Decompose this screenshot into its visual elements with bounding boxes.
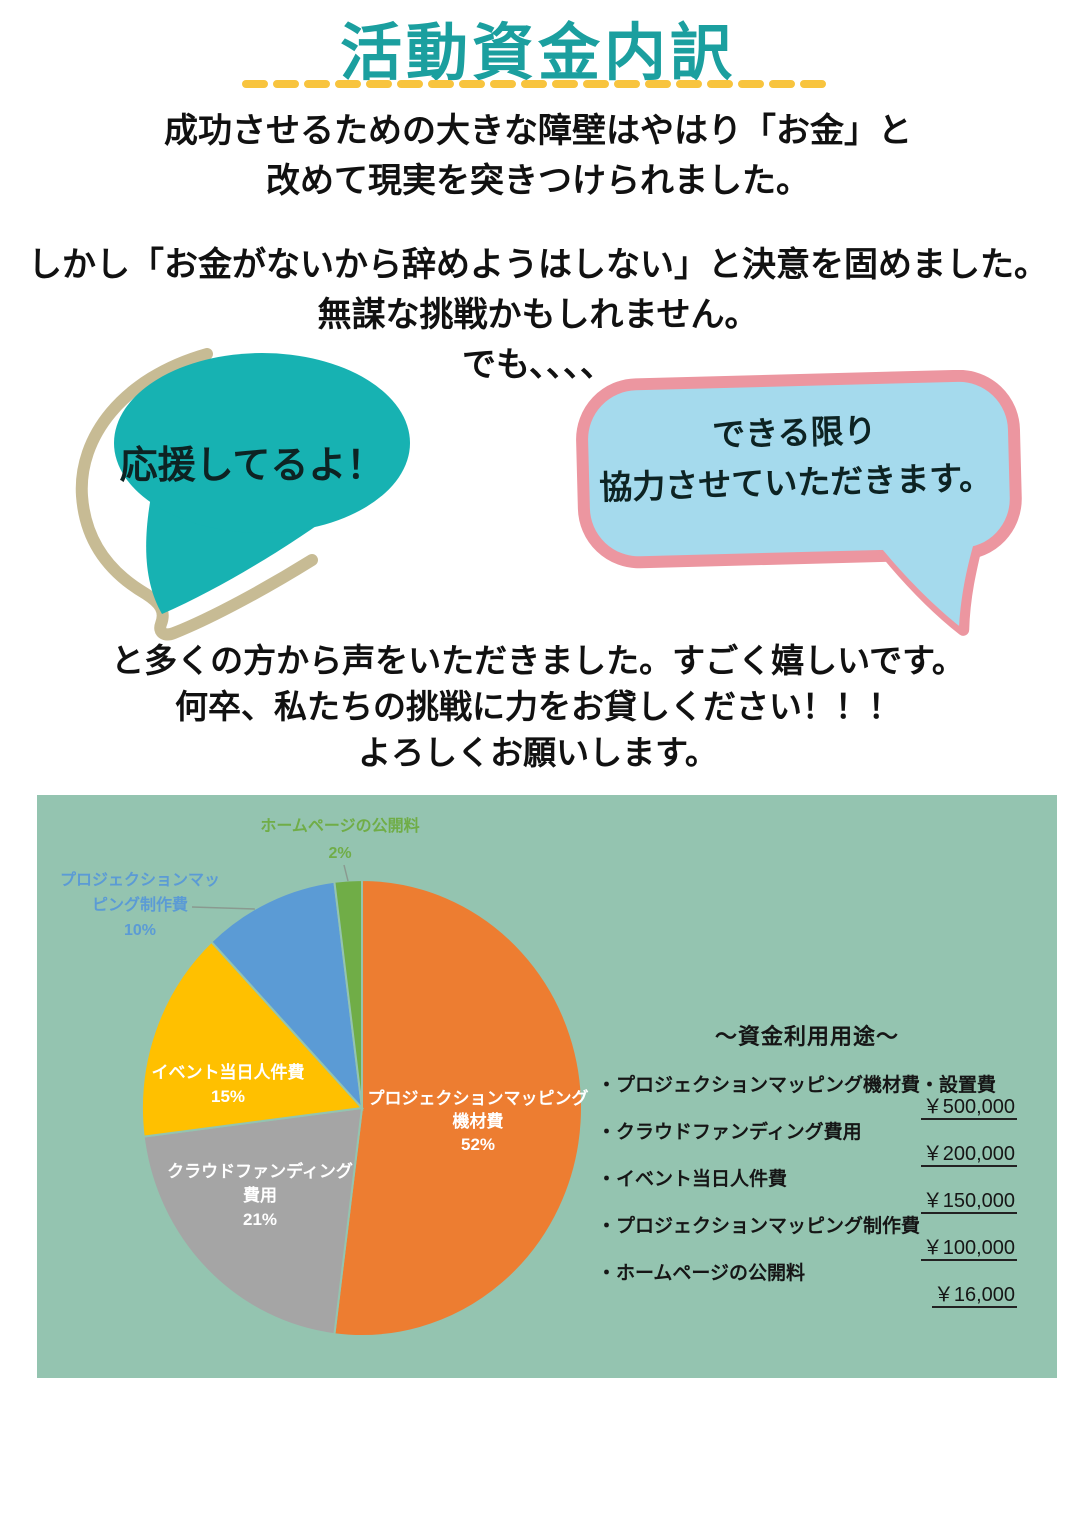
pie-chart-svg: [141, 864, 583, 1337]
legend-item-amount: ￥16,000: [931, 1284, 1017, 1308]
pie-slices: [141, 878, 583, 1337]
paragraph-intro-line1: 成功させるための大きな障壁はやはり「お金」と: [164, 112, 912, 150]
legend-item: ・イベント当日人件費 ￥150,000: [597, 1169, 1017, 1214]
paragraph-resolve-line1: しかし「お金がないから辞めようはしない」と決意を固めました。: [28, 246, 1048, 284]
page-title: 活動資金内訳: [339, 19, 736, 88]
paragraph-thanks-line2: 何卒、私たちの挑戦に力をお貸しください！！！: [175, 688, 901, 725]
paragraph-intro-line2: 改めて現実を突きつけられました。: [266, 162, 810, 200]
legend-header: ～資金利用用途～: [714, 1024, 899, 1049]
legend-item-label: ・プロジェクションマッピング制作費: [597, 1216, 921, 1237]
paragraph-resolve: しかし「お金がないから辞めようはしない」と決意を固めました。 無謀な挑戦かもしれ…: [0, 240, 1076, 390]
pie-label-homepage: ホームページの公開料 2%: [260, 818, 420, 862]
speech-bubble-left: [75, 348, 410, 641]
legend-item-label: ・クラウドファンディング費用: [597, 1122, 862, 1143]
fund-breakdown-chart-panel: プロジェクションマッピング 機材費 52% クラウドファンディング 費用 21%…: [37, 795, 1057, 1378]
legend-item-label: ・プロジェクションマッピング機材費・設置費: [597, 1075, 997, 1096]
legend-item: ・プロジェクションマッピング制作費 ￥100,000: [597, 1216, 1017, 1261]
paragraph-thanks: と多くの方から声をいただきました。すごく嬉しいです。 何卒、私たちの挑戦に力をお…: [0, 638, 1076, 776]
speech-bubble-left-outline: [75, 348, 318, 641]
speech-bubble-left-text: 応援してるよ！: [119, 445, 385, 487]
pie-slice: [142, 1106, 364, 1336]
pie-slice: [210, 880, 364, 1112]
paragraph-resolve-line2: 無謀な挑戦かもしれません。: [317, 296, 759, 334]
legend-item-amount: ￥200,000: [920, 1143, 1017, 1167]
fund-usage-legend: ～資金利用用途～ ・プロジェクションマッピング機材費・設置費 ￥500,000 …: [597, 1019, 1017, 1310]
legend-item-label: ・イベント当日人件費: [597, 1169, 788, 1190]
paragraph-intro: 成功させるための大きな障壁はやはり「お金」と 改めて現実を突きつけられました。: [0, 106, 1076, 206]
legend-item-amount: ￥500,000: [920, 1096, 1017, 1120]
pie-slice: [141, 940, 365, 1138]
pie-label-crowdfunding: クラウドファンディング 費用 21%: [167, 1162, 353, 1229]
legend-item-amount: ￥100,000: [920, 1237, 1017, 1261]
leader-line-green: [343, 864, 349, 882]
legend-item-amount: ￥150,000: [920, 1190, 1017, 1214]
paragraph-thanks-line1: と多くの方から声をいただきました。すごく嬉しいです。: [111, 642, 965, 679]
speech-bubble-right-text: できる限り 協力させていただきます。: [584, 403, 1006, 514]
speech-bubble-right-body: [576, 370, 1022, 569]
pie-label-production: プロジェクションマッ ピング制作費 10%: [59, 872, 220, 939]
legend-item: ・クラウドファンディング費用 ￥200,000: [597, 1122, 1017, 1167]
paragraph-thanks-line3: よろしくお願いします。: [358, 734, 718, 771]
speech-bubble-left-body: [114, 353, 410, 533]
pie-label-staff: イベント当日人件費 15%: [151, 1063, 305, 1106]
leader-line-blue: [191, 906, 256, 910]
legend-item-label: ・ホームページの公開料: [597, 1263, 806, 1284]
title-underline: [242, 80, 838, 88]
pie-slice: [333, 878, 583, 1337]
legend-item: ・ホームページの公開料 ￥16,000: [597, 1263, 1017, 1308]
pie-label-equipment: プロジェクションマッピング 機材費 52%: [367, 1089, 589, 1154]
legend-item: ・プロジェクションマッピング機材費・設置費 ￥500,000: [597, 1075, 1017, 1120]
paragraph-resolve-line3: でも、、、、: [462, 346, 614, 384]
speech-bubble-right: [576, 370, 1022, 636]
